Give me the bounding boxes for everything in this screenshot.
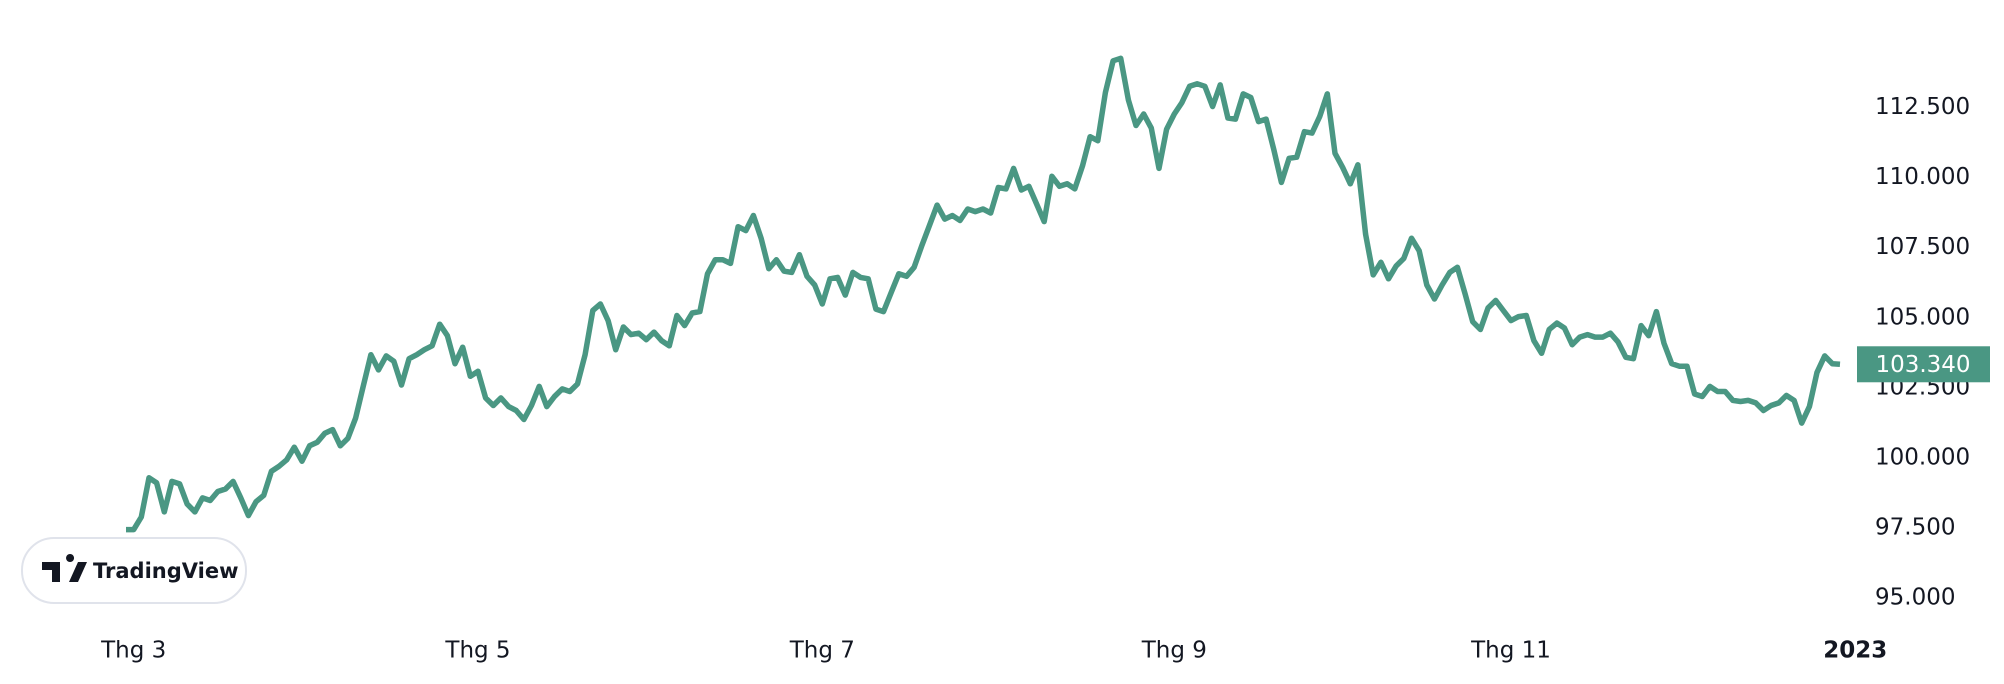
x-tick-label: Thg 7	[789, 638, 855, 664]
x-tick-label: Thg 11	[1470, 638, 1551, 664]
y-tick-label: 107.500	[1875, 234, 1970, 260]
y-tick-label: 112.500	[1875, 94, 1970, 120]
price-line	[126, 55, 1841, 533]
watermark-icon	[42, 554, 87, 582]
y-tick-label: 95.000	[1875, 584, 1955, 610]
last-price-box	[1857, 346, 1990, 383]
y-tick-label: 100.000	[1875, 444, 1970, 470]
x-tick-label: 2023	[1823, 638, 1887, 664]
watermark-text: TradingView	[93, 559, 238, 583]
x-tick-label: Thg 5	[444, 638, 510, 664]
y-tick-label: 110.000	[1875, 164, 1970, 190]
y-tick-label: 105.000	[1875, 304, 1970, 330]
last-price-label: 103.340	[1875, 352, 1970, 378]
watermark[interactable]: TradingView	[21, 537, 247, 604]
x-tick-label: Thg 3	[100, 638, 166, 664]
y-tick-label: 97.500	[1875, 514, 1955, 540]
x-tick-label: Thg 9	[1141, 638, 1207, 664]
watermark-pill	[21, 537, 247, 604]
